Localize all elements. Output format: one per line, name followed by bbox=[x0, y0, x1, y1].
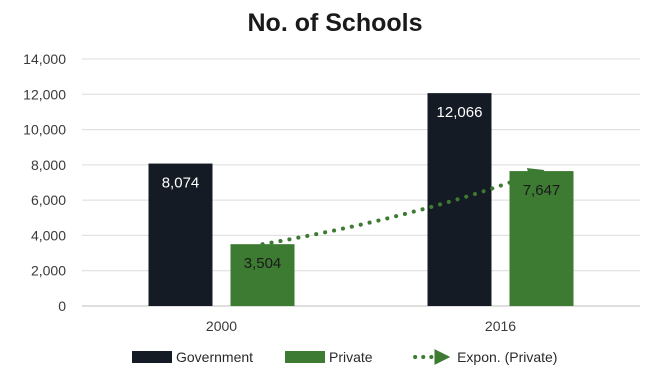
data-label: 3,504 bbox=[244, 255, 282, 272]
data-label: 7,647 bbox=[523, 182, 561, 199]
data-label: 8,074 bbox=[162, 175, 200, 192]
x-category-label: 2016 bbox=[485, 318, 516, 334]
legend-swatch bbox=[285, 351, 325, 363]
y-tick-label: 10,000 bbox=[23, 122, 66, 138]
bar-private-2016 bbox=[509, 171, 574, 306]
bar-private-2000 bbox=[230, 244, 295, 306]
y-axis-tick-labels: 0 2,000 4,000 6,000 8,000 10,000 12,000 14,000 bbox=[23, 51, 66, 314]
legend-label: Government bbox=[176, 349, 253, 365]
y-tick-label: 0 bbox=[58, 298, 66, 314]
y-tick-label: 2,000 bbox=[31, 263, 66, 279]
legend-label: Expon. (Private) bbox=[457, 349, 557, 365]
legend-label: Private bbox=[329, 349, 373, 365]
y-tick-label: 6,000 bbox=[31, 192, 66, 208]
y-tick-label: 8,000 bbox=[31, 157, 66, 173]
y-tick-label: 12,000 bbox=[23, 86, 66, 102]
trendline-expon-private bbox=[260, 168, 545, 247]
trendline-layer bbox=[260, 168, 545, 247]
bar-government-2000 bbox=[148, 163, 213, 306]
bars bbox=[148, 93, 574, 307]
y-tick-label: 14,000 bbox=[23, 51, 66, 67]
legend: Government Private Expon. (Private) bbox=[132, 349, 557, 365]
data-label: 12,066 bbox=[437, 104, 483, 121]
x-category-label: 2000 bbox=[206, 318, 237, 334]
x-axis-category-labels: 2000 2016 bbox=[206, 318, 516, 334]
y-tick-label: 4,000 bbox=[31, 227, 66, 243]
chart-title: No. of Schools bbox=[248, 9, 423, 37]
data-labels: 8,074 3,504 12,066 7,647 bbox=[162, 104, 561, 272]
legend-swatch bbox=[132, 351, 172, 363]
